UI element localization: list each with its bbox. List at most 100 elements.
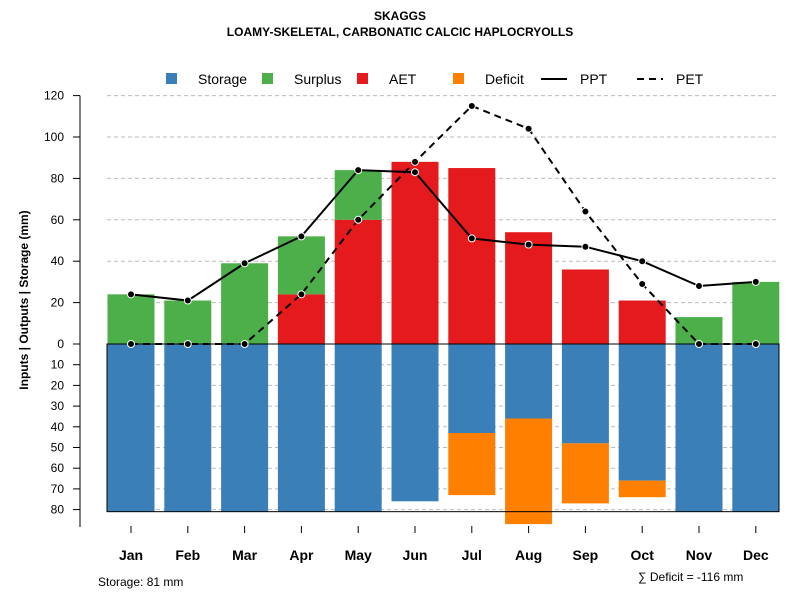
ppt-point <box>297 232 306 241</box>
pet-point <box>411 157 419 166</box>
pet-point <box>581 207 590 216</box>
x-tick-label-mar: Mar <box>232 547 257 563</box>
legend-swatch-storage <box>166 73 177 84</box>
pet-point <box>751 340 760 348</box>
ppt-point <box>354 166 363 175</box>
y-tick-label: 0 <box>57 337 64 351</box>
bar-layer <box>107 161 780 525</box>
ppt-line <box>130 169 756 302</box>
x-tick-label-nov: Nov <box>686 547 713 563</box>
grid-layer <box>107 95 779 511</box>
ppt-point <box>240 259 249 268</box>
x-tick-label-dec: Dec <box>743 547 769 563</box>
deficit-bar-jul <box>448 433 496 496</box>
aet-bar-jun <box>391 161 439 344</box>
ppt-point <box>581 242 590 251</box>
x-tick-label-jun: Jun <box>403 547 428 563</box>
y-tick-label: 40 <box>51 420 65 434</box>
y-tick-label: 10 <box>51 358 65 372</box>
storage-bar-feb <box>164 344 212 512</box>
x-tick-label-feb: Feb <box>175 547 200 563</box>
storage-bar-jan <box>107 344 155 512</box>
legend: Storage Surplus AET Deficit PPT PET <box>166 71 704 87</box>
y-tick-label: 100 <box>44 130 64 144</box>
legend-label-deficit: Deficit <box>485 71 524 87</box>
x-tick-label-jan: Jan <box>119 547 143 563</box>
ppt-point <box>127 290 135 299</box>
x-tick-label-aug: Aug <box>515 547 542 563</box>
x-tick-label-oct: Oct <box>631 547 655 563</box>
pet-line <box>131 104 756 345</box>
pet-point <box>183 340 192 348</box>
surplus-bar-nov <box>675 317 723 344</box>
legend-label-storage: Storage <box>198 71 247 87</box>
ppt-point <box>524 240 533 249</box>
pet-point <box>524 124 533 133</box>
deficit-bar-aug <box>505 418 553 525</box>
y-tick-label: 20 <box>51 296 65 310</box>
y-tick-label: 40 <box>51 254 65 268</box>
storage-bar-jul <box>448 344 496 434</box>
legend-swatch-surplus <box>262 73 273 84</box>
storage-footnote: Storage: 81 mm <box>98 575 184 589</box>
x-tick-label-apr: Apr <box>289 547 314 563</box>
y-tick-label: 80 <box>51 171 65 185</box>
ppt-point <box>183 296 192 305</box>
y-tick-label: 20 <box>51 378 65 392</box>
pet-point <box>127 340 135 348</box>
pet-point <box>638 279 647 288</box>
ppt-point <box>751 277 760 286</box>
aet-bar-may <box>334 219 382 344</box>
y-tick-label: 120 <box>44 89 64 103</box>
ppt-point <box>638 257 647 266</box>
surplus-bar-mar <box>221 263 269 344</box>
pet-point <box>354 215 363 224</box>
chart-title: SKAGGS <box>373 9 426 23</box>
deficit-footnote: ∑ Deficit = -116 mm <box>638 570 744 584</box>
legend-swatch-aet <box>357 73 368 84</box>
storage-bar-sep <box>561 344 609 444</box>
y-tick-label: 80 <box>51 503 65 517</box>
y-tick-label: 60 <box>51 213 65 227</box>
surplus-bar-dec <box>732 281 780 344</box>
legend-label-ppt: PPT <box>580 71 608 87</box>
storage-bar-dec <box>732 344 780 512</box>
ppt-point <box>695 282 703 291</box>
pet-point <box>467 101 476 110</box>
y-tick-label: 60 <box>51 461 65 475</box>
y-tick-label: 50 <box>51 441 65 455</box>
legend-swatch-deficit <box>453 73 464 84</box>
deficit-bar-oct <box>618 480 666 498</box>
y-tick-label: 70 <box>51 482 65 496</box>
legend-label-aet: AET <box>389 71 417 87</box>
surplus-bar-feb <box>164 300 212 344</box>
aet-bar-jul <box>448 168 496 344</box>
ppt-point <box>467 234 476 243</box>
storage-bar-nov <box>675 344 723 512</box>
pet-point <box>240 340 249 348</box>
aet-bar-aug <box>505 232 553 344</box>
storage-bar-mar <box>221 344 269 512</box>
storage-bar-apr <box>277 344 325 512</box>
storage-bar-aug <box>505 344 553 419</box>
storage-bar-jun <box>391 344 439 502</box>
aet-bar-oct <box>618 300 666 344</box>
x-tick-label-may: May <box>345 547 372 563</box>
pet-point <box>695 340 703 348</box>
deficit-bar-sep <box>561 443 609 504</box>
surplus-bar-may <box>334 170 382 220</box>
aet-bar-apr <box>277 294 325 344</box>
surplus-bar-jan <box>107 294 155 344</box>
legend-label-surplus: Surplus <box>294 71 341 87</box>
surplus-bar-apr <box>277 236 325 295</box>
x-tick-label-sep: Sep <box>573 547 599 563</box>
pet-point <box>297 290 306 299</box>
y-tick-label: 30 <box>51 399 65 413</box>
x-tick-label-jul: Jul <box>462 547 482 563</box>
aet-bar-sep <box>561 269 609 344</box>
line-layer <box>127 101 760 348</box>
legend-label-pet: PET <box>676 71 704 87</box>
chart-subtitle: LOAMY-SKELETAL, CARBONATIC CALCIC HAPLOC… <box>226 25 574 39</box>
ppt-point <box>411 168 419 177</box>
